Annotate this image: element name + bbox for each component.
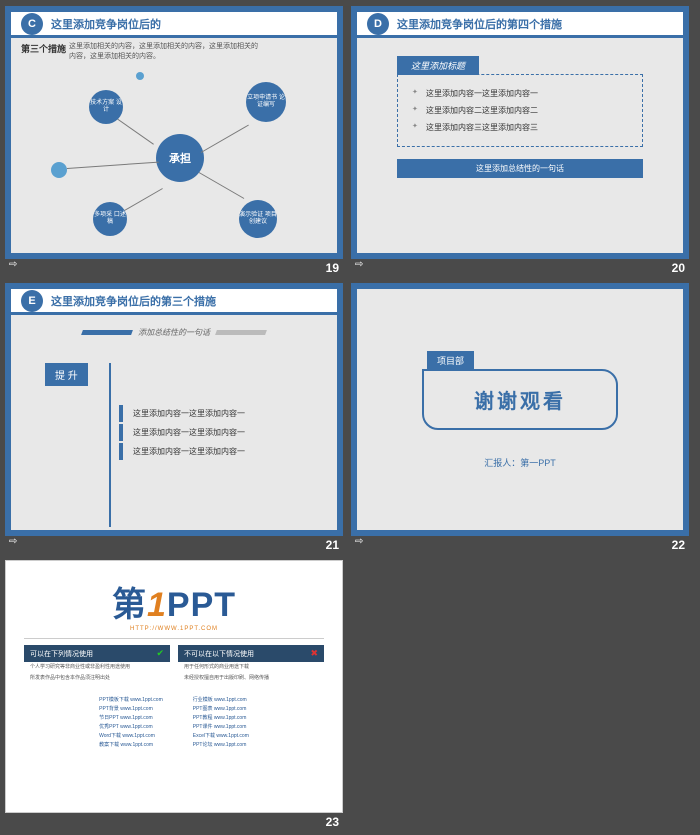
vertical-divider [109,363,111,527]
network-node: 技术方案 设计 [89,90,123,124]
header-title: 这里添加竞争岗位后的第四个措施 [397,16,562,32]
slide-22[interactable]: 项目部 谢谢观看 汇报人：第一PPT [351,283,689,536]
network-center-node: 承担 [156,134,204,182]
slide-marker: ⇨ [351,536,363,552]
list-item: 这里添加内容一这里添加内容一 [119,405,245,422]
network-node: 多项采 口述稿 [93,202,127,236]
resource-link[interactable]: PPT课件 www.1ppt.com [193,722,249,731]
section-tab: 提 升 [45,363,88,386]
network-node: 演示验证 项目创建议 [239,200,277,238]
network-edge [201,125,249,153]
x-icon: ✖ [310,648,318,659]
forbidden-header-text: 不可以在以下情况使用 [184,649,254,659]
resource-link[interactable]: Excel下载 www.1ppt.com [193,731,249,740]
slide19-network: 承担 技术方案 设计 立项申请书 论证编写多项采 口述稿 演示验证 项目创建议 [41,72,311,242]
resource-link[interactable]: 教案下载 www.1ppt.com [99,740,163,749]
slide-19-wrap: C 这里添加竞争岗位后的 第三个措施 这里添加相关的内容，这里添加相关的内容，这… [5,6,343,275]
check-icon: ✔ [156,648,164,659]
network-edge [199,172,245,199]
slide-23-wrap: 第1PPT HTTP://WWW.1PPT.COM 可以在下列情况使用 ✔ 个人… [5,560,343,829]
list-item: 这里添加内容三这里添加内容三 [412,119,628,136]
list-item: 这里添加内容二这里添加内容二 [412,102,628,119]
slide21-body: 添加总结性的一句话 提 升 这里添加内容一这里添加内容一这里添加内容一这里添加内… [11,315,337,527]
network-edge [121,188,163,213]
resource-link[interactable]: 行业模板 www.1ppt.com [193,695,249,704]
divider [24,638,324,639]
forbidden-item: 用于任何形式的商业用途下载 [178,662,324,673]
slide19-subtitle: 第三个措施 [21,42,66,55]
resource-link[interactable]: PPT论坛 www.1ppt.com [193,740,249,749]
allowed-item: 个人学习研究等非商业性或非盈利性用途使用 [24,662,170,673]
slide-21[interactable]: E 这里添加竞争岗位后的第三个措施 添加总结性的一句话 提 升 这里添加内容一这… [5,283,343,536]
forbidden-item: 未经授权擅自用于出版印刷、网络传播 [178,673,324,684]
slide-header: E 这里添加竞争岗位后的第三个措施 [11,289,337,315]
brand-logo: 第1PPT [6,561,342,632]
resource-link[interactable]: 优秀PPT www.1ppt.com [99,722,163,731]
content-list: 这里添加内容一这里添加内容一这里添加内容一这里添加内容一这里添加内容一这里添加内… [119,405,245,462]
resource-link[interactable]: PPT教程 www.1ppt.com [193,713,249,722]
resource-link[interactable]: Word下载 www.1ppt.com [99,731,163,740]
header-letter: C [21,13,43,35]
slide-20-wrap: D 这里添加竞争岗位后的第四个措施 这里添加标题 这里添加内容一这里添加内容一这… [351,6,689,275]
dept-tag: 项目部 [427,351,474,370]
list-item: 这里添加内容一这里添加内容一 [119,443,245,460]
slide-marker: ⇨ [351,259,363,275]
author-label: 汇报人：第一PPT [484,456,556,469]
page-number: 20 [672,259,689,275]
link-column: 行业模板 www.1ppt.comPPT图表 www.1ppt.comPPT教程… [193,695,249,749]
forbidden-header: 不可以在以下情况使用 ✖ [178,645,324,662]
list-item: 这里添加内容一这里添加内容一 [412,85,628,102]
allowed-header-text: 可以在下列情况使用 [30,649,93,659]
page-number: 23 [326,813,343,829]
usage-columns: 可以在下列情况使用 ✔ 个人学习研究等非商业性或非盈利性用途使用 所发表作品中包… [6,645,342,691]
resource-link[interactable]: 节日PPT www.1ppt.com [99,713,163,722]
slide-19[interactable]: C 这里添加竞争岗位后的 第三个措施 这里添加相关的内容，这里添加相关的内容，这… [5,6,343,259]
page-number: 19 [326,259,343,275]
slide19-desc: 这里添加相关的内容，这里添加相关的内容，这里添加相关的内容，这里添加相关的内容。 [69,42,259,62]
forbidden-column: 不可以在以下情况使用 ✖ 用于任何形式的商业用途下载 未经授权擅自用于出版印刷、… [178,645,324,683]
network-edge [67,162,159,169]
summary-bar: 添加总结性的一句话 [31,327,317,338]
page-number: 21 [326,536,343,552]
slide-header: D 这里添加竞争岗位后的第四个措施 [357,12,683,38]
link-section: PPT模板下载 www.1ppt.comPPT背景 www.1ppt.com节日… [6,691,342,759]
header-letter: E [21,290,43,312]
slide-23[interactable]: 第1PPT HTTP://WWW.1PPT.COM 可以在下列情况使用 ✔ 个人… [5,560,343,813]
slide-22-wrap: 项目部 谢谢观看 汇报人：第一PPT ⇨ 22 [351,283,689,552]
allowed-header: 可以在下列情况使用 ✔ [24,645,170,662]
network-node: 立项申请书 论证编写 [246,82,286,122]
thanks-title: 谢谢观看 [422,369,618,430]
allowed-item: 所发表作品中包含本作品须注明出处 [24,673,170,684]
link-column: PPT模板下载 www.1ppt.comPPT背景 www.1ppt.com节日… [99,695,163,749]
resource-link[interactable]: PPT模板下载 www.1ppt.com [99,695,163,704]
slide20-body: 这里添加标题 这里添加内容一这里添加内容一这里添加内容二这里添加内容二这里添加内… [357,38,683,196]
slide-20[interactable]: D 这里添加竞争岗位后的第四个措施 这里添加标题 这里添加内容一这里添加内容一这… [351,6,689,259]
resource-link[interactable]: PPT背景 www.1ppt.com [99,704,163,713]
content-box: 这里添加内容一这里添加内容一这里添加内容二这里添加内容二这里添加内容三这里添加内… [397,74,643,147]
slide-21-wrap: E 这里添加竞争岗位后的第三个措施 添加总结性的一句话 提 升 这里添加内容一这… [5,283,343,552]
header-letter: D [367,13,389,35]
logo-one: 1 [147,586,167,624]
allowed-column: 可以在下列情况使用 ✔ 个人学习研究等非商业性或非盈利性用途使用 所发表作品中包… [24,645,170,683]
header-title: 这里添加竞争岗位后的第三个措施 [51,293,216,309]
logo-pre: 第 [112,586,147,624]
content-tab: 这里添加标题 [397,56,479,75]
logo-post: PPT [167,586,236,624]
slide-marker: ⇨ [5,259,17,275]
page-number: 22 [672,536,689,552]
resource-link[interactable]: PPT图表 www.1ppt.com [193,704,249,713]
header-title: 这里添加竞争岗位后的 [51,16,161,32]
brand-url: HTTP://WWW.1PPT.COM [6,626,342,632]
slide22-body: 项目部 谢谢观看 汇报人：第一PPT [357,289,683,530]
slide-marker: ⇨ [5,536,17,552]
slide-header: C 这里添加竞争岗位后的 [11,12,337,38]
network-dot [136,72,144,80]
list-item: 这里添加内容一这里添加内容一 [119,424,245,441]
content-footer: 这里添加总结性的一句话 [397,159,643,178]
network-dot [51,162,67,178]
